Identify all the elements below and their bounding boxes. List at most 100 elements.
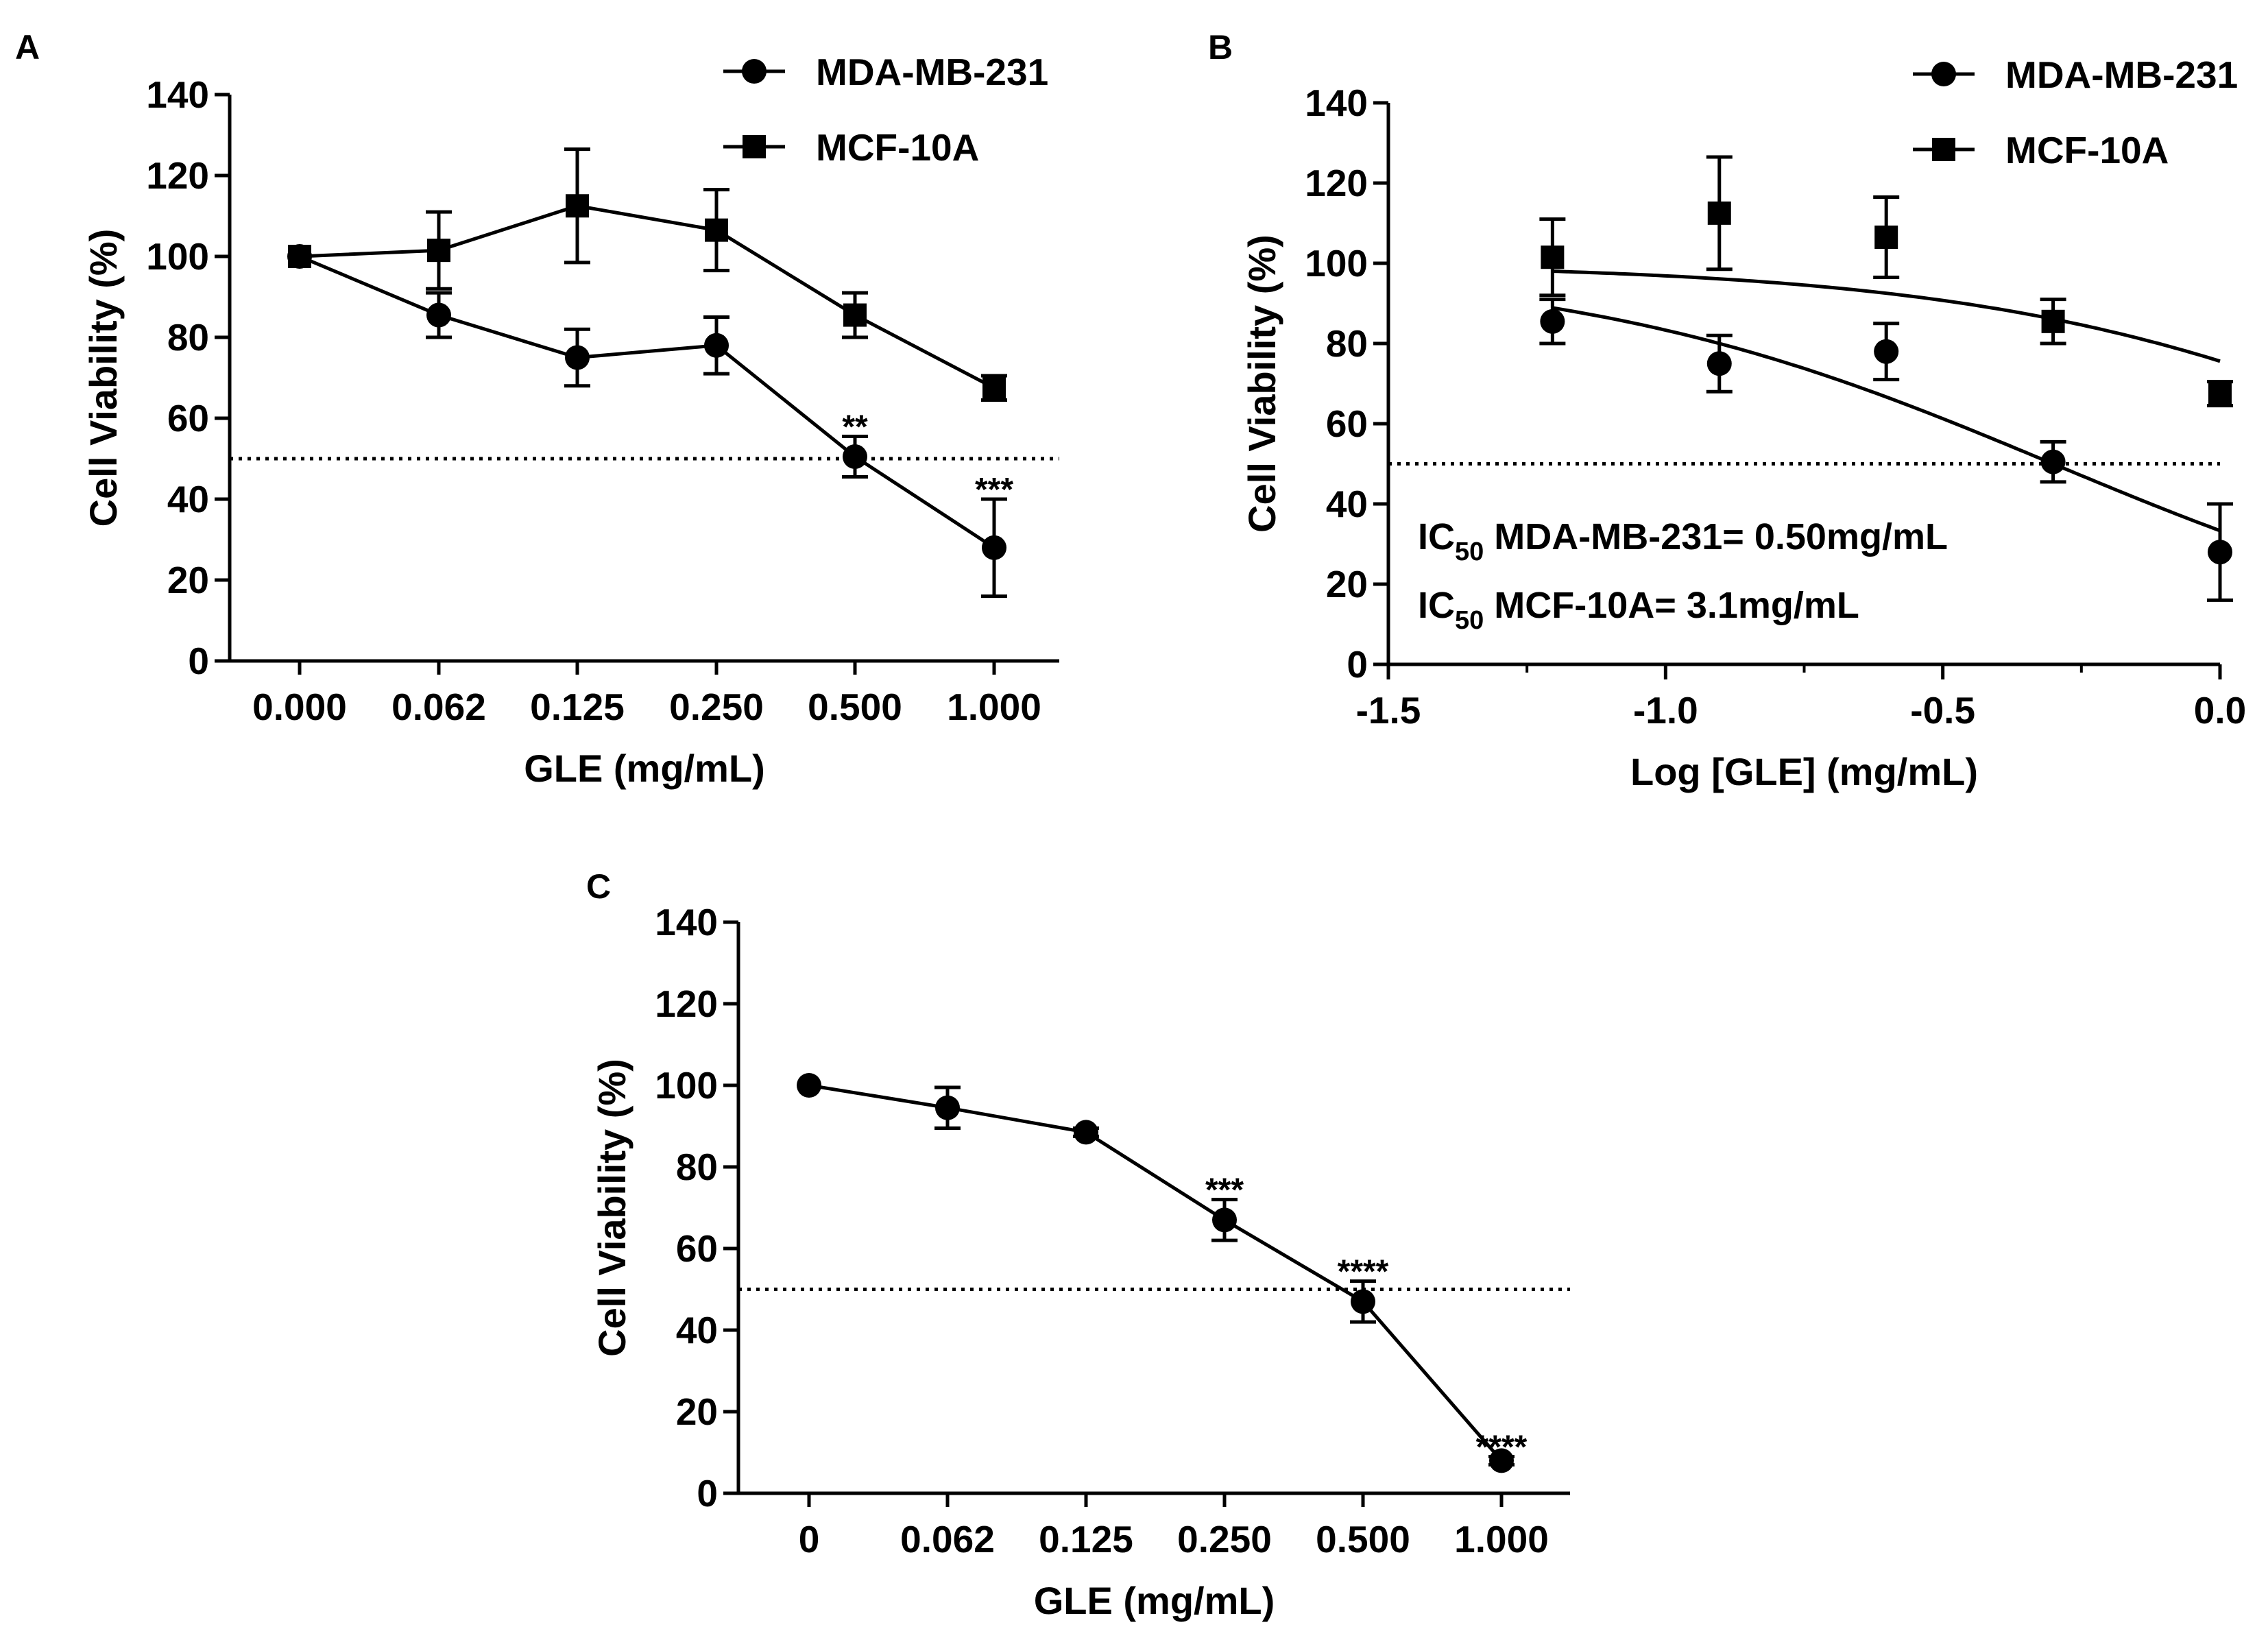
- x-tick-label: 0.000: [252, 686, 347, 728]
- y-tick-label: 80: [167, 316, 209, 359]
- fit-curve-MCF-10A: [1552, 269, 2221, 363]
- x-axis-title: Log [GLE] (mg/mL): [1630, 750, 1978, 793]
- data-point: [426, 302, 451, 328]
- data-point: [2041, 309, 2065, 333]
- y-tick-label: 100: [146, 235, 209, 278]
- legend-label: MDA-MB-231: [2005, 53, 2238, 96]
- x-tick-label: 0.062: [391, 686, 486, 728]
- x-tick-label: 0.250: [669, 686, 764, 728]
- y-tick-label: 100: [655, 1064, 718, 1107]
- y-tick-label: 120: [1305, 162, 1368, 204]
- x-axis-title: GLE (mg/mL): [524, 747, 765, 790]
- y-tick-label: 40: [1326, 483, 1368, 525]
- significance-marker: ***: [975, 472, 1013, 508]
- legend-label: MCF-10A: [2005, 129, 2169, 171]
- x-tick-label: 0: [799, 1518, 820, 1560]
- x-tick-label: 0.250: [1177, 1518, 1272, 1560]
- y-tick-label: 120: [655, 982, 718, 1025]
- x-tick-label: 0.062: [900, 1518, 995, 1560]
- y-tick-label: 140: [655, 901, 718, 943]
- data-point: [1212, 1207, 1237, 1233]
- data-point: [982, 376, 1006, 400]
- ic50-value: MCF-10A= 3.1mg/mL: [1484, 585, 1859, 626]
- x-tick-label: -0.5: [1910, 689, 1975, 732]
- panel-C: 0 20 40 60 80 100 120 140 Cell Viability (%) GLE …: [586, 867, 1570, 1622]
- significance-marker: **: [842, 409, 868, 446]
- data-point: [427, 239, 450, 263]
- y-tick-label: 40: [676, 1309, 718, 1351]
- y-tick-label: 140: [1305, 82, 1368, 124]
- legend-marker-circle: [742, 59, 767, 84]
- data-point: [935, 1095, 960, 1120]
- data-point: [1540, 309, 1565, 334]
- significance-marker: ****: [1338, 1254, 1389, 1290]
- data-point: [843, 303, 867, 327]
- data-point: [566, 194, 589, 218]
- ic50-subscript: 50: [1455, 606, 1484, 635]
- data-point: [797, 1073, 821, 1098]
- y-tick-label: 80: [676, 1146, 718, 1188]
- y-tick-label: 120: [146, 154, 209, 197]
- x-tick-label: 0.125: [530, 686, 625, 728]
- y-axis-title: Cell Viability (%): [82, 229, 125, 527]
- y-tick-label: 40: [167, 478, 209, 520]
- data-point: [2040, 449, 2066, 474]
- legend-marker-circle: [1931, 62, 1956, 86]
- y-tick-label: 100: [1305, 242, 1368, 285]
- x-tick-label: 0.125: [1039, 1518, 1133, 1560]
- y-tick-label: 0: [188, 640, 209, 682]
- y-tick-label: 0: [697, 1472, 718, 1515]
- y-tick-label: 20: [167, 559, 209, 601]
- y-axis-title: Cell Viability (%): [1240, 234, 1283, 533]
- y-tick-label: 60: [167, 397, 209, 439]
- x-tick-label: 1.000: [1454, 1518, 1549, 1560]
- panel-label: C: [586, 867, 611, 906]
- ic50-subscript: 50: [1455, 538, 1484, 566]
- data-point: [1489, 1448, 1514, 1473]
- x-tick-label: 1.000: [947, 686, 1041, 728]
- data-point: [843, 444, 867, 470]
- panel-A: 0 20 40 60 80 100 120 140 Cell Viability (%) GLE …: [15, 28, 1059, 790]
- ic50-label: IC50 MCF-10A= 3.1mg/mL: [1418, 585, 1859, 635]
- y-tick-label: 60: [1326, 402, 1368, 445]
- panel-B: 0 20 40 60 80 100 120 140 Cell Viability (%) Log …: [1208, 28, 2246, 793]
- series-line-MDA-MB-231: [299, 254, 996, 549]
- significance-marker: ***: [1205, 1172, 1244, 1209]
- y-tick-label: 80: [1326, 322, 1368, 365]
- x-tick-label: -1.5: [1356, 689, 1421, 732]
- data-point: [705, 218, 728, 242]
- data-point: [1351, 1289, 1375, 1314]
- fit-curve-MDA-MB-231: [1552, 306, 2221, 533]
- legend-label: MCF-10A: [816, 126, 979, 169]
- y-tick-label: 20: [1326, 563, 1368, 605]
- legend-marker-square: [1932, 138, 1955, 161]
- y-tick-label: 60: [676, 1227, 718, 1270]
- x-tick-label: 0.500: [1316, 1518, 1410, 1560]
- ic50-value: MDA-MB-231= 0.50mg/mL: [1484, 516, 1948, 557]
- significance-marker: ****: [1476, 1429, 1528, 1465]
- data-point: [2208, 382, 2232, 406]
- panel-label: B: [1208, 28, 1233, 67]
- data-point: [565, 345, 590, 370]
- x-axis-title: GLE (mg/mL): [1034, 1579, 1275, 1622]
- panel-label: A: [15, 28, 40, 67]
- data-point: [1074, 1120, 1098, 1145]
- data-point: [1706, 351, 1732, 376]
- ic50-label: IC50 MDA-MB-231= 0.50mg/mL: [1418, 516, 1948, 566]
- data-point: [2208, 540, 2232, 565]
- x-tick-label: -1.0: [1633, 689, 1698, 732]
- y-tick-label: 140: [146, 73, 209, 116]
- y-tick-label: 20: [676, 1390, 718, 1433]
- ic50-prefix: IC: [1418, 585, 1455, 626]
- data-point: [1874, 339, 1899, 364]
- series-line-MCF-10A: [299, 204, 996, 389]
- data-point: [704, 333, 729, 358]
- data-point: [1874, 225, 1898, 249]
- x-tick-label: 0.500: [808, 686, 902, 728]
- series-line-viability: [808, 1083, 1503, 1462]
- data-point: [1707, 201, 1731, 225]
- legend-label: MDA-MB-231: [816, 51, 1048, 93]
- legend-marker-square: [743, 135, 766, 158]
- x-tick-label: 0.0: [2194, 689, 2246, 732]
